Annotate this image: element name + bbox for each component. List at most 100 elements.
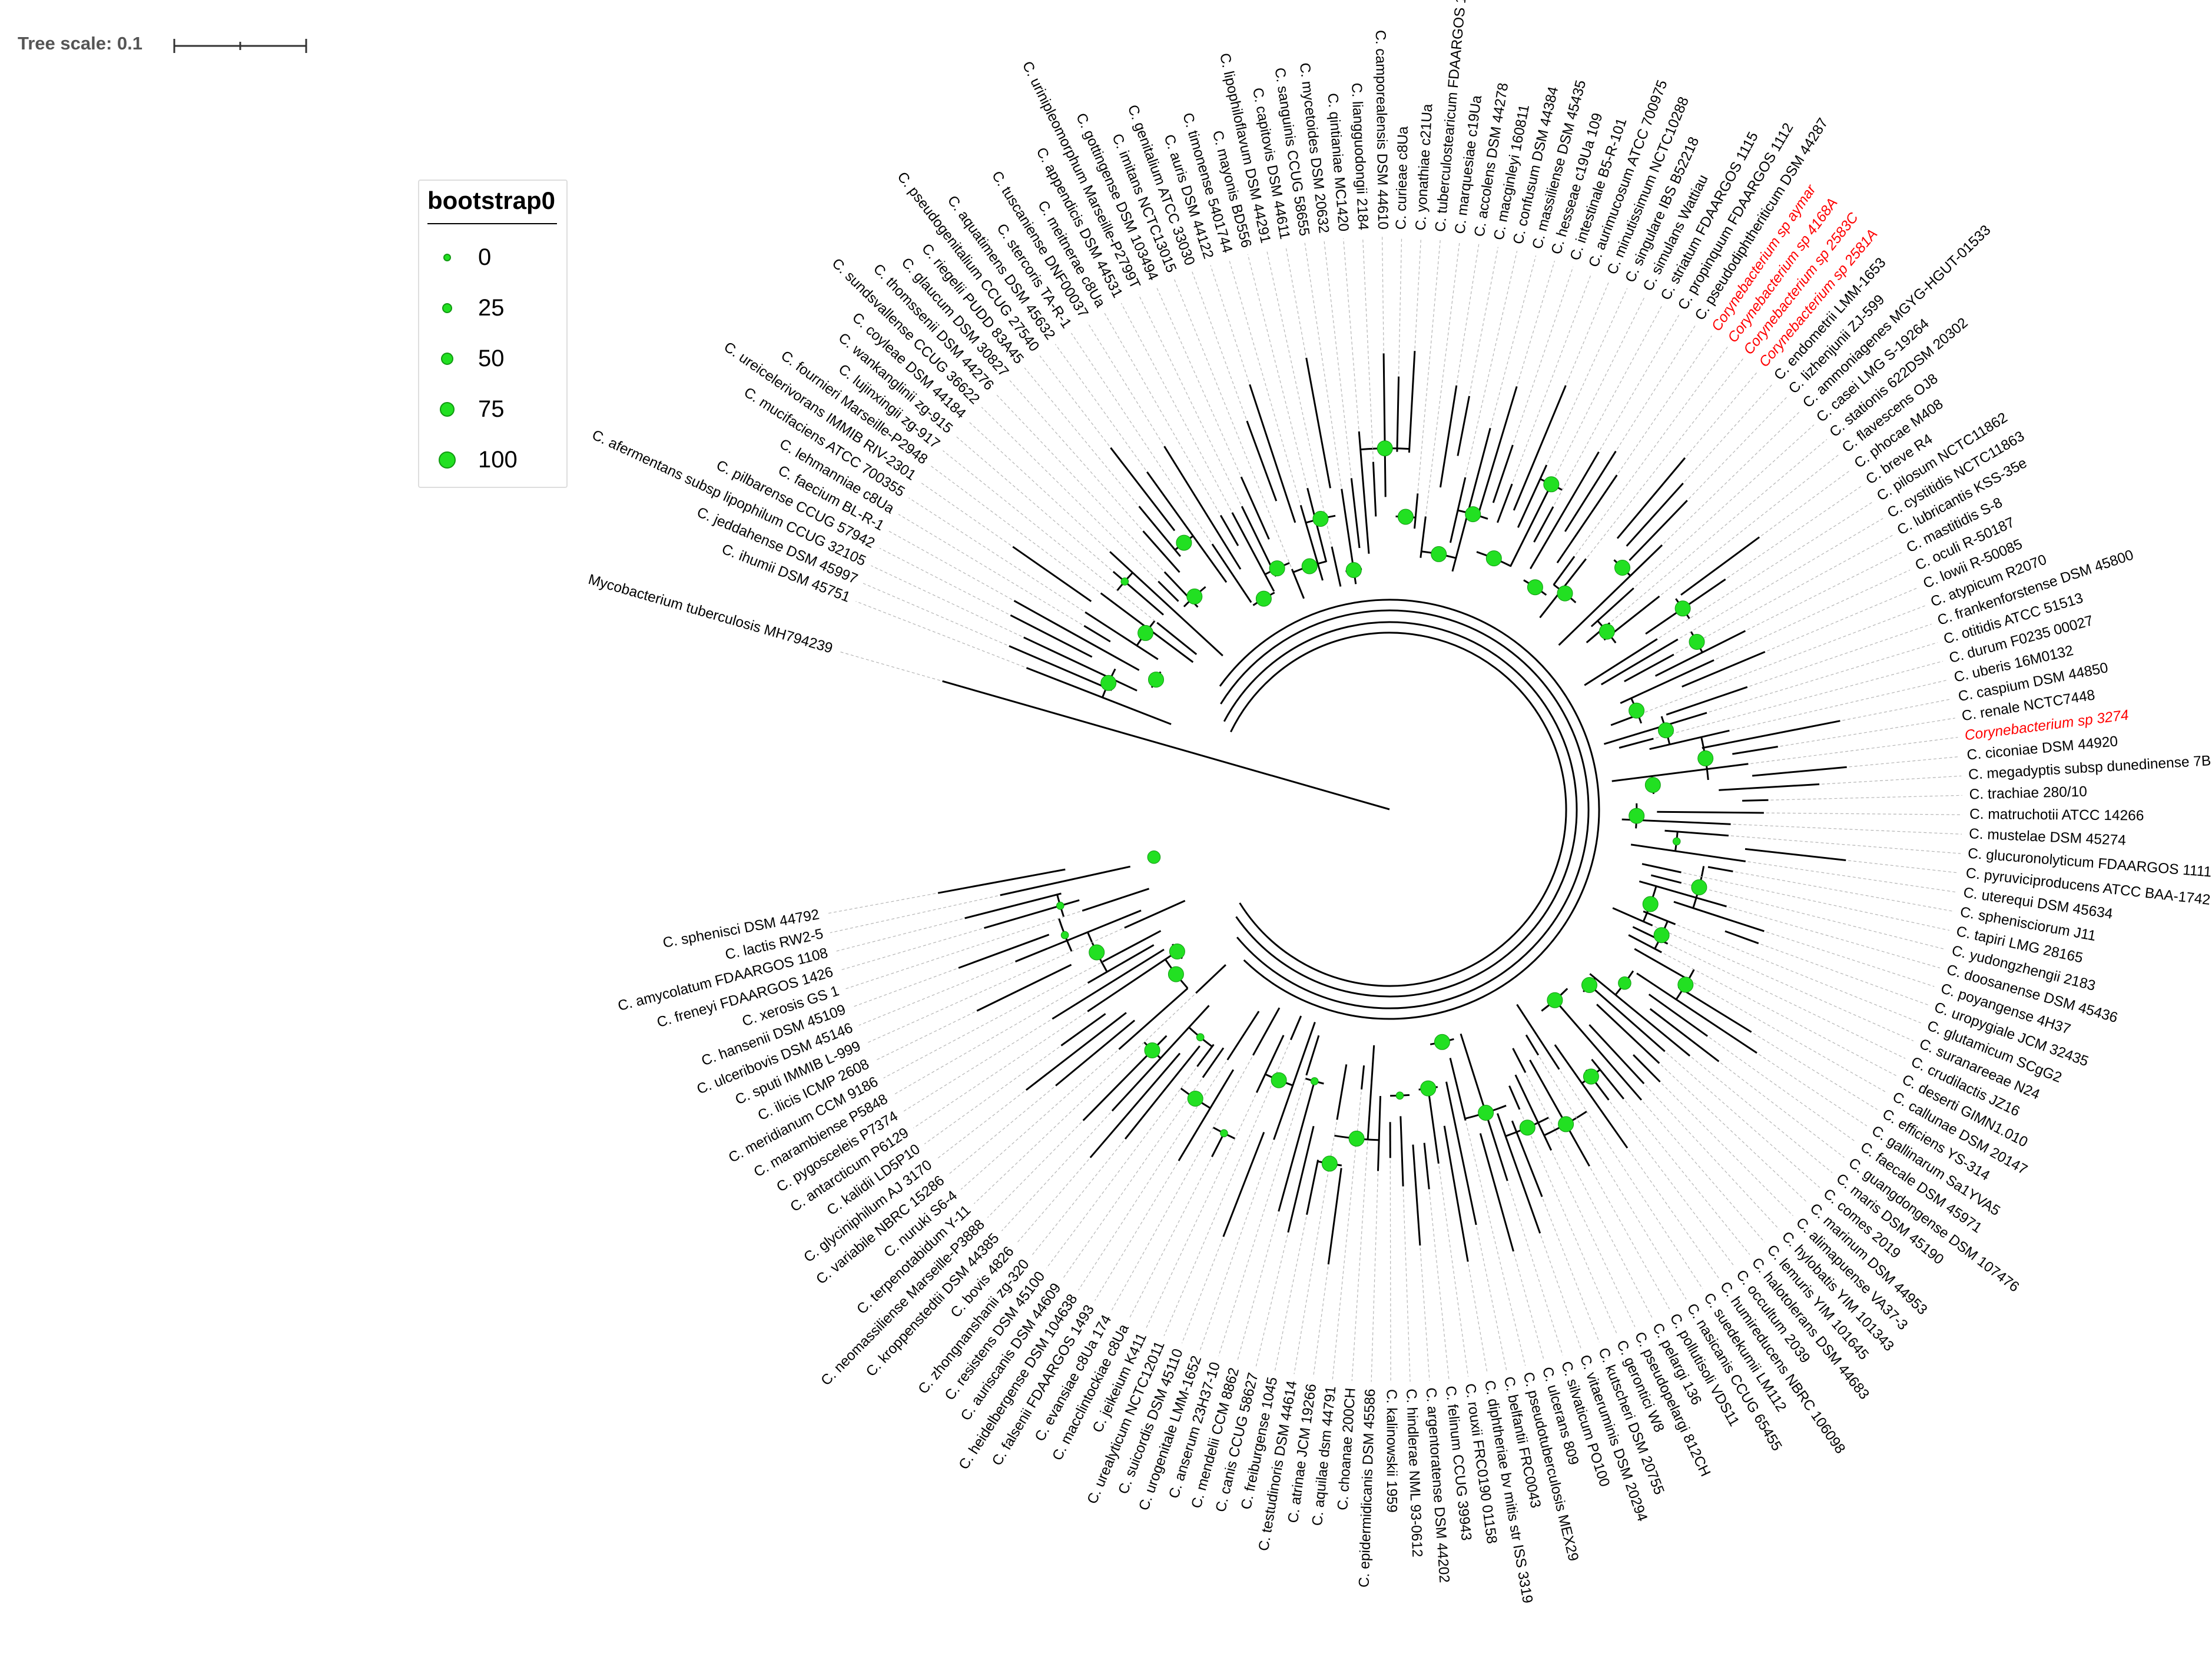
label-guide-line [851,968,957,1008]
label-guide-line [1078,1061,1227,1291]
bootstrap-node [1147,850,1161,864]
backbone-arc [1223,621,1578,998]
leaf-branch [1082,888,1150,912]
label-guide-line [1351,1141,1368,1381]
leaf-branch [1010,614,1093,658]
label-guide-line [1343,238,1359,430]
leaf-branch [1732,746,1778,755]
bootstrap-node [1478,1105,1494,1121]
bootstrap-node [1677,977,1694,993]
bootstrap-node [1527,579,1543,596]
leaf-branch [1616,457,1686,539]
leaf-label: C. trachiae 280/10 [1969,784,2087,803]
leaf-branch [1439,385,1458,488]
leaf-branch [1427,1088,1440,1164]
label-guide-line [1663,953,1897,1077]
leaf-branch [1358,431,1370,554]
leaf-branch [1590,587,1634,627]
label-guide-line [924,1047,1060,1144]
label-guide-line [855,601,1024,667]
bootstrap-node [1547,992,1563,1008]
leaf-branch [1052,948,1165,1020]
label-guide-line [1551,1152,1636,1327]
leaf-branch [1111,1005,1210,1112]
label-guide-line [1429,1191,1450,1379]
leaf-branch [1089,1052,1181,1158]
label-guide-line [1684,383,1773,482]
leaf-branch [1517,464,1548,528]
leaf-branch [1666,686,1748,716]
label-guide-line [1465,1122,1526,1366]
label-guide-line [1683,872,1950,931]
label-guide-line [1456,243,1480,383]
leaf-branch [1087,944,1155,984]
label-guide-line [1643,1101,1765,1243]
leaf-branch [1331,546,1342,587]
leaf-branch [1102,930,1162,963]
label-guide-line [1729,906,1941,969]
label-guide-line [903,1019,1051,1112]
label-guide-line [1111,1057,1252,1311]
label-guide-line [1654,926,1914,1041]
label-guide-line [1691,1057,1833,1173]
label-guide-line [1656,660,1944,739]
leaf-branch [1013,600,1140,671]
leaf-branch [1553,556,1576,586]
leaf-branch [1589,973,1691,1057]
leaf-branch [1657,811,1764,814]
leaf-branch [1533,506,1554,543]
leaf-branch [1118,987,1189,1050]
label-guide-line [1634,605,1925,716]
leaf-branch [1654,630,1746,677]
leaf-branch [1677,986,1752,1033]
leaf-branch [1529,1059,1590,1167]
bootstrap-node [1653,927,1670,944]
leaf-branch [1414,493,1419,529]
legend-item: 0 [419,240,566,275]
label-guide-line [1747,552,1902,630]
label-guide-line [1362,237,1374,460]
leaf-branch [1124,1045,1200,1140]
leaf-branch [1641,863,1682,873]
bootstrap-node [1310,1077,1319,1085]
leaf-branch [1610,716,1634,726]
label-guide-line [1087,322,1163,445]
label-guide-line [936,1091,1024,1160]
bootstrap-node [1301,558,1318,574]
label-guide-line [1780,718,1955,747]
leaf-branch [1556,474,1618,564]
label-guide-line [898,514,1083,625]
bootstrap-node [1196,1033,1205,1041]
label-guide-line [1761,469,1851,536]
leaf-branch [1445,1081,1477,1225]
label-guide-line [1759,1054,1868,1127]
label-guide-line [1128,1158,1212,1320]
label-guide-line [1660,1064,1807,1203]
leaf-branch [1742,799,1769,802]
label-guide-line [1730,835,1961,854]
leaf-branch [1400,1116,1404,1187]
bootstrap-node [1169,944,1185,959]
bootstrap-node [1220,1129,1228,1138]
leaf-branch [1305,357,1331,489]
label-guide-line [1661,1083,1793,1216]
leaf-branch [1584,980,1666,1052]
label-guide-line [1425,241,1460,514]
label-guide-line [1255,1234,1288,1367]
leaf-branch [1649,729,1730,750]
leaf-branch [1219,514,1239,546]
label-guide-line [1679,518,1883,639]
leaf-branch [1055,1019,1136,1087]
label-guide-line [1526,1074,1653,1318]
leaf-branch [1719,783,1820,791]
label-guide-line [1669,944,1906,1059]
label-guide-line [1514,1253,1545,1361]
label-guide-line [1324,240,1352,476]
legend-dot-icon [439,451,456,469]
label-guide-line [1071,333,1212,543]
bootstrap-node [1168,966,1184,982]
leaf-branch [1620,659,1714,704]
bootstrap-node [1176,534,1192,551]
